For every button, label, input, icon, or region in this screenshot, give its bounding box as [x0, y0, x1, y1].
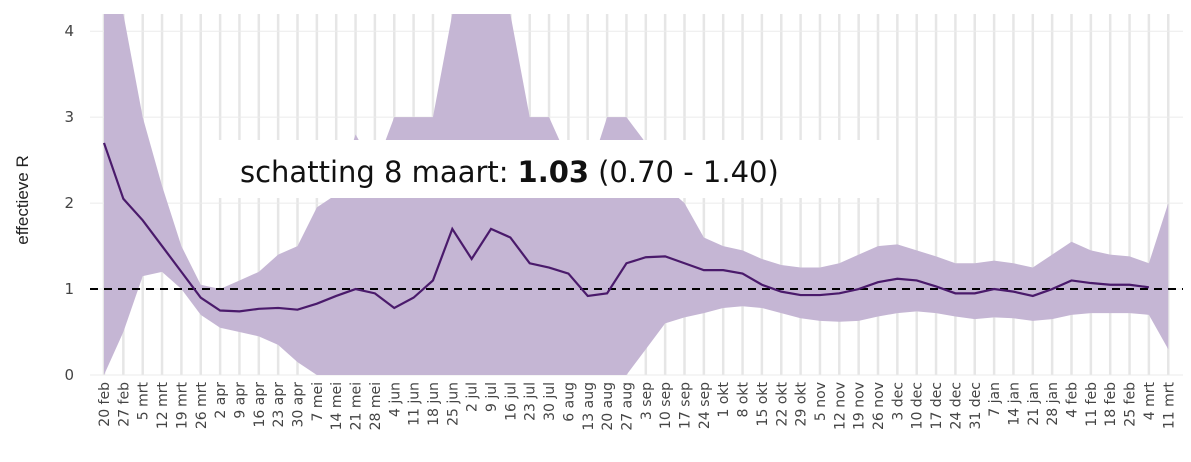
- annotation-box: [218, 140, 880, 198]
- x-tick-label: 4 jun: [387, 382, 403, 417]
- x-tick-label: 14 mei: [329, 382, 345, 430]
- y-tick-label: 0: [64, 366, 74, 384]
- x-tick-label: 21 mei: [349, 382, 365, 430]
- x-tick-label: 12 mrt: [155, 381, 171, 429]
- annotation: schatting 8 maart: 1.03 (0.70 - 1.40): [240, 155, 779, 189]
- x-tick-label: 27 aug: [619, 382, 635, 431]
- x-tick-label: 5 mrt: [136, 381, 152, 420]
- y-tick-label: 2: [64, 194, 74, 212]
- x-tick-label: 17 dec: [929, 382, 945, 429]
- x-tick-label: 13 aug: [581, 382, 597, 431]
- x-tick-label: 26 mrt: [194, 381, 210, 429]
- x-tick-label: 28 mei: [368, 382, 384, 430]
- x-tick-label: 30 apr: [291, 382, 307, 428]
- x-tick-label: 6 aug: [561, 382, 577, 422]
- x-tick-label: 17 sep: [678, 382, 694, 429]
- x-tick-label: 26 nov: [871, 382, 887, 430]
- x-tick-label: 28 jan: [1045, 382, 1061, 426]
- annotation-prefix: schatting 8 maart:: [240, 155, 509, 189]
- x-tick-label: 21 jan: [1026, 382, 1042, 426]
- x-tick-label: 24 sep: [697, 382, 713, 429]
- x-tick-label: 29 okt: [794, 382, 810, 427]
- x-tick-label: 11 feb: [1084, 382, 1100, 427]
- x-tick-label: 3 dec: [890, 382, 906, 421]
- x-tick-label: 7 mei: [310, 382, 326, 422]
- x-tick-label: 16 jul: [503, 382, 519, 421]
- x-tick-label: 11 jun: [407, 382, 423, 426]
- y-axis-label: effectieve R: [13, 155, 32, 244]
- x-tick-label: 3 sep: [639, 382, 655, 420]
- x-tick-label: 20 aug: [600, 382, 616, 431]
- x-tick-label: 25 jun: [445, 382, 461, 426]
- x-tick-label: 10 sep: [658, 382, 674, 429]
- x-tick-label: 30 jul: [542, 382, 558, 421]
- x-tick-label: 14 jan: [1006, 382, 1022, 426]
- x-tick-label: 24 dec: [948, 382, 964, 429]
- x-tick-label: 9 jul: [484, 382, 500, 412]
- x-tick-label: 15 okt: [755, 382, 771, 427]
- x-tick-label: 18 feb: [1103, 382, 1119, 427]
- x-tick-label: 11 mrt: [1161, 381, 1177, 429]
- x-tick-label: 23 apr: [271, 382, 287, 428]
- x-tick-label: 2 jul: [465, 382, 481, 412]
- x-tick-label: 9 apr: [232, 382, 248, 419]
- x-tick-label: 25 feb: [1123, 382, 1139, 427]
- x-tick-label: 1 okt: [716, 382, 732, 418]
- x-tick-label: 20 feb: [97, 382, 113, 427]
- x-tick-label: 18 jun: [426, 382, 442, 426]
- x-tick-label: 23 jul: [523, 382, 539, 421]
- x-tick-label: 19 nov: [852, 382, 868, 430]
- x-tick-label: 12 nov: [832, 382, 848, 430]
- x-tick-label: 16 apr: [252, 382, 268, 428]
- annotation-range: (0.70 - 1.40): [598, 155, 779, 189]
- x-tick-label: 19 mrt: [174, 381, 190, 429]
- x-tick-label: 7 jan: [987, 382, 1003, 417]
- x-tick-label: 4 mrt: [1142, 381, 1158, 420]
- y-tick-label: 1: [64, 280, 74, 298]
- x-tick-label: 22 okt: [774, 382, 790, 427]
- annotation-value: 1.03: [518, 155, 590, 189]
- x-tick-label: 5 nov: [813, 382, 829, 421]
- x-tick-label: 2 apr: [213, 382, 229, 419]
- x-tick-label: 31 dec: [968, 382, 984, 429]
- estimate-line: [102, 142, 1150, 313]
- x-tick-label: 27 feb: [116, 382, 132, 427]
- y-tick-label: 3: [64, 108, 74, 126]
- x-tick-label: 4 feb: [1065, 382, 1081, 418]
- x-tick-label: 10 dec: [910, 382, 926, 429]
- y-tick-label: 4: [64, 22, 74, 40]
- x-tick-label: 8 okt: [736, 382, 752, 418]
